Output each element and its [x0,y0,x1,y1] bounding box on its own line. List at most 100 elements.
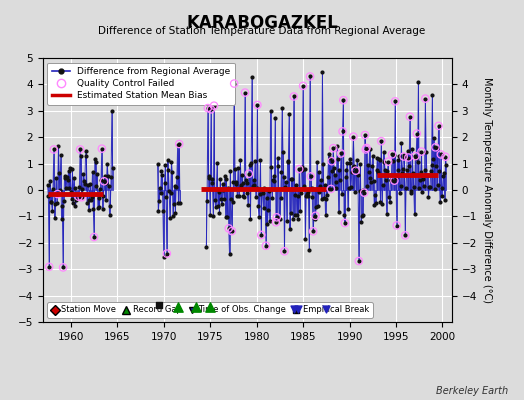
Point [212,186,221,192]
Point [82,148,91,155]
Point [45,264,53,270]
Point [373,167,381,173]
Point [441,196,449,203]
Point [328,168,336,174]
Point [202,244,211,250]
Point [322,306,331,312]
Point [51,201,60,208]
Point [413,130,421,137]
Point [232,181,240,188]
Point [334,208,343,215]
Point [403,148,412,154]
Point [243,180,251,186]
Point [426,184,434,190]
Point [365,146,374,152]
Point [47,199,56,205]
Point [421,96,430,102]
Point [362,145,370,151]
Point [283,158,292,164]
Point [381,177,390,184]
Point [345,159,354,166]
Point [234,165,242,171]
Point [361,132,369,138]
Point [276,216,284,222]
Point [257,232,266,238]
Point [170,183,179,189]
Point [442,162,451,168]
Point [57,152,65,159]
Point [256,191,264,198]
Point [80,178,88,184]
Point [154,208,162,214]
Point [320,195,328,202]
Point [299,83,307,89]
Point [355,258,363,264]
Point [413,159,422,166]
Point [208,176,216,182]
Point [252,194,260,201]
Point [388,151,396,158]
Point [157,190,165,197]
Point [221,172,229,179]
Point [367,179,375,186]
Point [230,80,238,87]
Point [297,189,305,196]
Point [434,123,443,129]
Point [235,192,243,199]
Point [360,190,368,196]
Point [435,168,443,175]
Point [427,168,435,174]
Point [303,191,311,197]
Point [390,178,399,184]
Point [436,151,445,158]
Point [249,177,258,184]
Point [313,203,322,209]
Point [73,191,81,197]
Point [237,182,245,188]
Point [257,232,266,238]
Point [173,304,182,311]
Point [351,188,359,195]
Point [328,158,336,164]
Point [342,174,350,180]
Point [61,175,70,181]
Point [333,143,341,150]
Point [293,212,301,219]
Point [430,186,439,192]
Point [228,199,237,206]
Point [294,216,302,222]
Legend: Station Move, Record Gap, Time of Obs. Change, Empirical Break: Station Move, Record Gap, Time of Obs. C… [47,302,373,318]
Point [282,217,291,224]
Point [379,149,388,155]
Point [327,186,335,192]
Point [100,178,108,184]
Point [410,211,419,218]
Point [404,154,412,161]
Point [155,198,163,204]
Point [58,203,67,210]
Point [431,144,440,150]
Point [275,216,283,222]
Point [392,174,400,181]
Point [293,192,302,199]
Point [417,148,425,155]
Point [280,248,289,254]
Point [108,165,117,172]
Point [231,166,239,172]
Point [308,194,316,201]
Point [50,215,59,222]
Point [236,157,245,163]
Point [222,176,231,182]
Point [49,185,57,192]
Point [235,185,244,192]
Point [268,194,276,201]
Point [246,216,255,222]
Point [280,248,289,254]
Point [298,167,307,174]
Point [436,151,445,158]
Point [204,175,213,181]
Point [402,185,410,192]
Point [169,213,177,219]
Point [341,220,349,226]
Point [339,128,347,135]
